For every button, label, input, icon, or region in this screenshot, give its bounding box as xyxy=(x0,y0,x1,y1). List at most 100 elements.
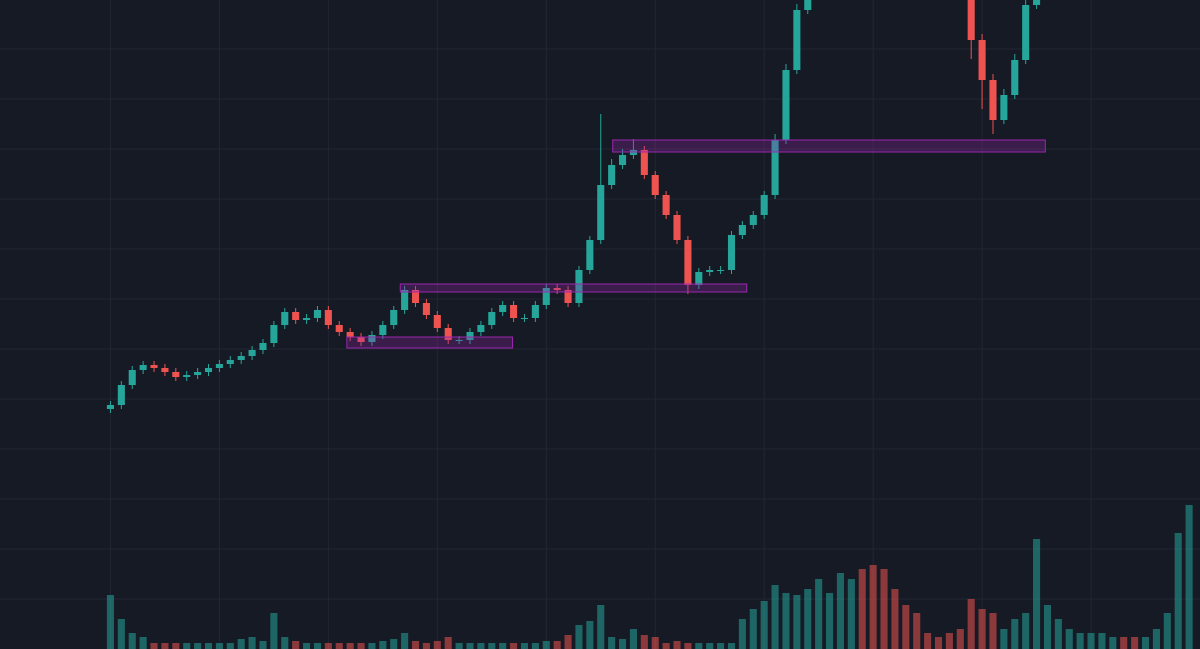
candle-body xyxy=(1000,95,1008,120)
candle-body xyxy=(597,185,605,240)
candle-body xyxy=(989,80,997,120)
volume-bar xyxy=(270,613,278,649)
candle-body xyxy=(531,305,539,318)
candle-body xyxy=(564,290,572,303)
candle-body xyxy=(248,350,256,356)
volume-bar xyxy=(204,643,213,649)
candle-body xyxy=(695,272,703,285)
volume-bar xyxy=(1098,633,1106,649)
candle-body xyxy=(259,343,267,350)
volume-bar xyxy=(1043,605,1052,649)
candle-body xyxy=(303,318,311,320)
volume-bar xyxy=(1131,637,1139,649)
candle-body xyxy=(727,235,736,270)
volume-bar xyxy=(945,633,953,649)
volume-bar xyxy=(978,609,986,649)
volume-bar xyxy=(1076,633,1084,649)
candle-body xyxy=(804,0,812,10)
candle-body xyxy=(281,312,289,325)
candle-body xyxy=(717,270,725,271)
candle-body xyxy=(608,165,616,185)
volume-bar xyxy=(804,589,812,649)
volume-bar xyxy=(934,637,943,649)
volume-bar xyxy=(128,633,136,649)
candle-body xyxy=(1022,5,1030,60)
volume-bar xyxy=(379,641,387,649)
volume-bar xyxy=(717,643,725,649)
candle-body xyxy=(782,70,790,140)
volume-bar xyxy=(924,633,932,649)
candle-body xyxy=(706,270,714,272)
volume-bar xyxy=(695,643,703,649)
volume-bar xyxy=(488,643,496,649)
volume-bar xyxy=(303,643,311,649)
volume-bar xyxy=(782,593,790,649)
volume-bar xyxy=(1120,637,1128,649)
candle-body xyxy=(510,305,518,318)
volume-bar xyxy=(194,643,202,649)
candle-body xyxy=(499,305,507,312)
candle-body xyxy=(444,328,452,340)
candle-body xyxy=(357,337,365,342)
candle-body xyxy=(520,318,529,319)
volume-bar xyxy=(1087,633,1095,649)
volume-bar xyxy=(161,643,169,649)
volume-bar xyxy=(793,595,801,649)
volume-bar xyxy=(390,639,398,649)
volume-bar xyxy=(1065,629,1073,649)
volume-bar xyxy=(618,639,627,649)
candle-body xyxy=(194,372,202,375)
volume-bar xyxy=(172,643,180,649)
candle-body xyxy=(368,335,376,342)
candle-body xyxy=(978,40,986,80)
volume-bar xyxy=(608,637,616,649)
candle-body xyxy=(324,310,332,325)
volume-bar xyxy=(651,637,659,649)
candle-body xyxy=(967,0,975,40)
volume-bar xyxy=(738,619,746,649)
candle-body xyxy=(106,405,114,409)
candle-body xyxy=(226,360,234,364)
zone xyxy=(346,336,513,349)
candle-body xyxy=(390,310,398,325)
volume-bar xyxy=(215,643,223,649)
volume-bar xyxy=(248,637,256,649)
candle-body xyxy=(618,155,627,165)
candle-body xyxy=(477,325,485,332)
candle-body xyxy=(488,312,496,325)
candle-body xyxy=(1033,0,1041,5)
candle-body xyxy=(651,175,659,195)
candle-body xyxy=(401,290,409,310)
volume-bar xyxy=(466,643,474,649)
candle-body xyxy=(128,370,136,385)
volume-bar xyxy=(1185,505,1193,649)
volume-bar xyxy=(640,635,648,649)
candle-body xyxy=(749,215,757,225)
volume-bar xyxy=(226,643,234,649)
candle-body xyxy=(586,240,594,270)
candle-body xyxy=(270,325,278,343)
candle-body xyxy=(379,325,387,335)
volume-bar xyxy=(292,641,300,649)
volume-bar xyxy=(433,641,441,649)
volume-bar xyxy=(989,613,997,649)
volume-bar xyxy=(455,643,463,649)
volume-bar xyxy=(1152,629,1160,649)
volume-bar xyxy=(1000,629,1008,649)
candle-body xyxy=(673,215,681,240)
volume-bar xyxy=(913,613,921,649)
volume-bar xyxy=(815,579,823,649)
volume-bar xyxy=(891,589,899,649)
volume-bar xyxy=(749,609,757,649)
volume-bar xyxy=(967,599,975,649)
volume-bar xyxy=(499,643,507,649)
volume-bar xyxy=(662,643,670,649)
volume-bar xyxy=(1054,619,1062,649)
volume-bar xyxy=(956,629,964,649)
volume-bar xyxy=(368,643,376,649)
volume-bar xyxy=(542,641,550,649)
volume-bar xyxy=(771,585,779,649)
candle-body xyxy=(215,364,223,368)
zone xyxy=(612,139,1046,153)
